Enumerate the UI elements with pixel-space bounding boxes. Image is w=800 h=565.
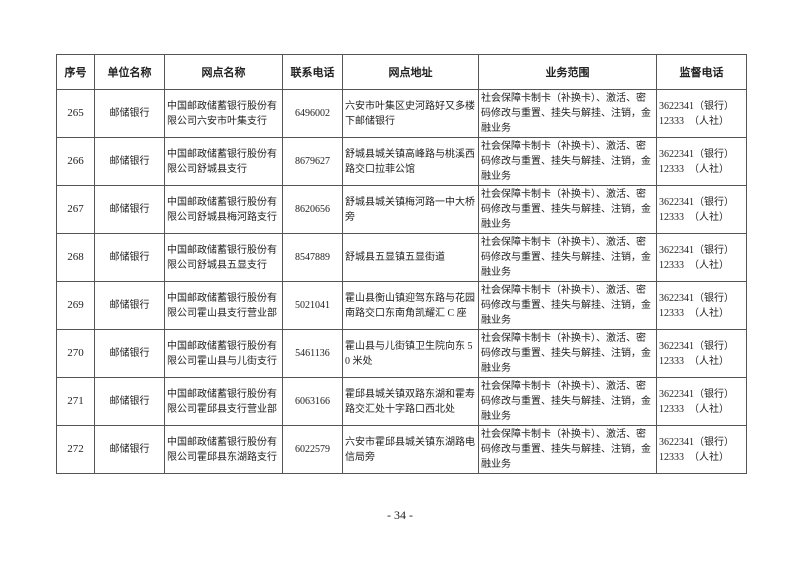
supervision-phone-line: 3622341（银行） (659, 100, 734, 112)
business-scope: 社会保障卡制卡（补换卡）、激活、密码修改与重置、挂失与解挂、注销，金融业务 (478, 281, 657, 330)
supervision-phone-line: 12333 （人社） (659, 115, 729, 127)
table-row: 266 邮储银行 中国邮政储蓄银行股份有限公司舒城县支行 8679627 舒城县城关镇高… (56, 137, 747, 186)
unit-name: 邮储银行 (94, 329, 165, 378)
outlet-name: 中国邮政储蓄银行股份有限公司舒城县梅河路支行 (164, 185, 283, 234)
row-number: 266 (56, 137, 95, 186)
supervision-phone: 3622341（银行） 12333 （人社） (656, 233, 747, 282)
unit-name: 邮储银行 (94, 137, 165, 186)
row-number: 271 (56, 377, 95, 426)
column-header: 序号 (56, 54, 95, 90)
row-number: 269 (56, 281, 95, 330)
table-row: 270 邮储银行 中国邮政储蓄银行股份有限公司霍山县与儿街支行 5461136 霍山县与… (56, 329, 747, 378)
outlet-name: 中国邮政储蓄银行股份有限公司霍山县支行营业部 (164, 281, 283, 330)
table-row: 271 邮储银行 中国邮政储蓄银行股份有限公司霍邱县支行营业部 6063166 霍邱县城… (56, 377, 747, 426)
supervision-phone-line: 3622341（银行） (659, 196, 734, 208)
outlet-name: 中国邮政储蓄银行股份有限公司六安市叶集支行 (164, 89, 283, 138)
row-number: 267 (56, 185, 95, 234)
supervision-phone-line: 3622341（银行） (659, 388, 734, 400)
row-number: 272 (56, 425, 95, 474)
table-row: 268 邮储银行 中国邮政储蓄银行股份有限公司舒城县五显支行 8547889 舒城县五显… (56, 233, 747, 282)
business-scope: 社会保障卡制卡（补换卡）、激活、密码修改与重置、挂失与解挂、注销，金融业务 (478, 233, 657, 282)
outlet-address: 六安市霍邱县城关镇东湖路电信局旁 (342, 425, 479, 474)
contact-phone: 5021041 (282, 281, 343, 330)
outlet-name: 中国邮政储蓄银行股份有限公司舒城县支行 (164, 137, 283, 186)
column-header: 网点地址 (342, 54, 479, 90)
unit-name: 邮储银行 (94, 185, 165, 234)
unit-name: 邮储银行 (94, 281, 165, 330)
outlet-address: 六安市叶集区史河路好又多楼下邮储银行 (342, 89, 479, 138)
row-number: 265 (56, 89, 95, 138)
supervision-phone-line: 12333 （人社） (659, 307, 729, 319)
outlet-name: 中国邮政储蓄银行股份有限公司霍邱县支行营业部 (164, 377, 283, 426)
supervision-phone-line: 12333 （人社） (659, 163, 729, 175)
row-number: 268 (56, 233, 95, 282)
row-number: 270 (56, 329, 95, 378)
supervision-phone-line: 3622341（银行） (659, 436, 734, 448)
table-row: 272 邮储银行 中国邮政储蓄银行股份有限公司霍邱县东湖路支行 6022579 六安市霍… (56, 425, 747, 474)
supervision-phone-line: 3622341（银行） (659, 340, 734, 352)
table-header-row: 序号 单位名称 网点名称 联系电话 网点地址 业务范围 监督电话 (56, 54, 747, 90)
contact-phone: 6022579 (282, 425, 343, 474)
contact-phone: 6496002 (282, 89, 343, 138)
outlet-address: 舒城县城关镇梅河路一中大桥旁 (342, 185, 479, 234)
contact-phone: 6063166 (282, 377, 343, 426)
supervision-phone-line: 3622341（银行） (659, 148, 734, 160)
unit-name: 邮储银行 (94, 425, 165, 474)
page-number: - 34 - (387, 508, 413, 522)
outlet-address: 霍山县衡山镇迎驾东路与花园南路交口东南角凯耀汇 C 座 (342, 281, 479, 330)
column-header: 网点名称 (164, 54, 283, 90)
unit-name: 邮储银行 (94, 233, 165, 282)
outlet-name: 中国邮政储蓄银行股份有限公司霍邱县东湖路支行 (164, 425, 283, 474)
supervision-phone: 3622341（银行） 12333 （人社） (656, 281, 747, 330)
business-scope: 社会保障卡制卡（补换卡）、激活、密码修改与重置、挂失与解挂、注销，金融业务 (478, 89, 657, 138)
business-scope: 社会保障卡制卡（补换卡）、激活、密码修改与重置、挂失与解挂、注销，金融业务 (478, 329, 657, 378)
outlet-address: 霍邱县城关镇双路东湖和霍寿路交汇处十字路口西北处 (342, 377, 479, 426)
column-header: 单位名称 (94, 54, 165, 90)
outlet-address: 霍山县与儿街镇卫生院向东 50 米处 (342, 329, 479, 378)
supervision-phone-line: 12333 （人社） (659, 451, 729, 463)
table-row: 267 邮储银行 中国邮政储蓄银行股份有限公司舒城县梅河路支行 8620656 舒城县城… (56, 185, 747, 234)
business-scope: 社会保障卡制卡（补换卡）、激活、密码修改与重置、挂失与解挂、注销，金融业务 (478, 137, 657, 186)
contact-phone: 5461136 (282, 329, 343, 378)
bank-outlet-table: 序号 单位名称 网点名称 联系电话 网点地址 业务范围 监督电话 265 邮储银行 中国邮政储蓄… (56, 54, 747, 474)
table-row: 265 邮储银行 中国邮政储蓄银行股份有限公司六安市叶集支行 6496002 六安市叶集… (56, 89, 747, 138)
unit-name: 邮储银行 (94, 89, 165, 138)
outlet-address: 舒城县五显镇五显街道 (342, 233, 479, 282)
supervision-phone-line: 12333 （人社） (659, 259, 729, 271)
supervision-phone-line: 12333 （人社） (659, 403, 729, 415)
outlet-name: 中国邮政储蓄银行股份有限公司舒城县五显支行 (164, 233, 283, 282)
contact-phone: 8547889 (282, 233, 343, 282)
outlet-address: 舒城县城关镇高峰路与桃溪西路交口拉菲公馆 (342, 137, 479, 186)
unit-name: 邮储银行 (94, 377, 165, 426)
column-header: 业务范围 (478, 54, 657, 90)
column-header: 监督电话 (656, 54, 747, 90)
business-scope: 社会保障卡制卡（补换卡）、激活、密码修改与重置、挂失与解挂、注销，金融业务 (478, 185, 657, 234)
supervision-phone: 3622341（银行） 12333 （人社） (656, 329, 747, 378)
table-row: 269 邮储银行 中国邮政储蓄银行股份有限公司霍山县支行营业部 5021041 霍山县衡… (56, 281, 747, 330)
business-scope: 社会保障卡制卡（补换卡）、激活、密码修改与重置、挂失与解挂、注销，金融业务 (478, 425, 657, 474)
business-scope: 社会保障卡制卡（补换卡）、激活、密码修改与重置、挂失与解挂、注销，金融业务 (478, 377, 657, 426)
contact-phone: 8679627 (282, 137, 343, 186)
supervision-phone-line: 3622341（银行） (659, 292, 734, 304)
supervision-phone-line: 12333 （人社） (659, 211, 729, 223)
supervision-phone-line: 12333 （人社） (659, 355, 729, 367)
column-header: 联系电话 (282, 54, 343, 90)
supervision-phone: 3622341（银行） 12333 （人社） (656, 137, 747, 186)
contact-phone: 8620656 (282, 185, 343, 234)
outlet-name: 中国邮政储蓄银行股份有限公司霍山县与儿街支行 (164, 329, 283, 378)
supervision-phone-line: 3622341（银行） (659, 244, 734, 256)
supervision-phone: 3622341（银行） 12333 （人社） (656, 377, 747, 426)
supervision-phone: 3622341（银行） 12333 （人社） (656, 425, 747, 474)
supervision-phone: 3622341（银行） 12333 （人社） (656, 89, 747, 138)
supervision-phone: 3622341（银行） 12333 （人社） (656, 185, 747, 234)
